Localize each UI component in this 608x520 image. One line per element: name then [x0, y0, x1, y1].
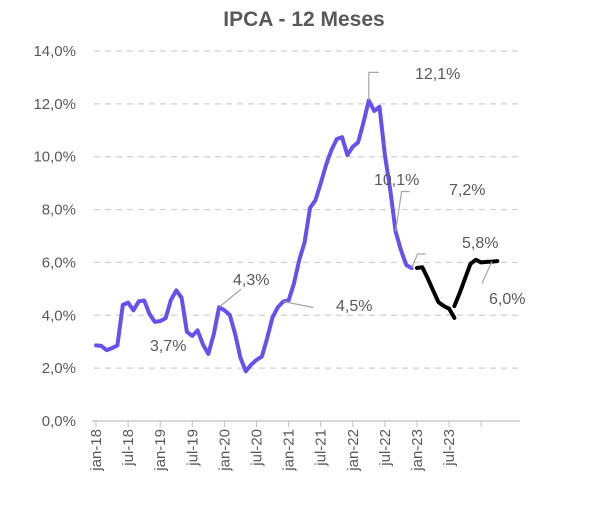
data-label: 4,5% [336, 298, 372, 315]
x-tick-label: jul-20 [249, 429, 266, 467]
x-tick-label: jul-23 [441, 429, 458, 467]
annotation-leader [283, 300, 314, 309]
data-label: 3,7% [150, 338, 186, 355]
ipca-projection-line-a [415, 265, 457, 320]
annotation-leader [481, 261, 493, 284]
x-tick-label: jan-22 [345, 429, 362, 472]
data-label: 4,3% [233, 272, 269, 289]
data-label: 6,0% [489, 291, 525, 308]
y-tick-label: 0,0% [42, 413, 76, 430]
annotation-leader [368, 71, 379, 101]
series-lines [94, 98, 500, 374]
y-tick-label: 14,0% [33, 43, 76, 60]
x-tick-label: jul-22 [377, 429, 394, 467]
annotation-leader [395, 190, 410, 232]
data-label: 12,1% [415, 66, 460, 83]
y-tick-label: 10,0% [33, 149, 76, 166]
y-tick-label: 12,0% [33, 96, 76, 113]
x-tick-label: jan-20 [216, 429, 233, 472]
x-tick-label: jan-19 [152, 429, 169, 472]
x-tick-label: jul-21 [313, 429, 330, 467]
data-label: 7,2% [449, 182, 485, 199]
x-tick-label: jan-23 [409, 429, 426, 472]
ipca-history-line [94, 98, 414, 374]
y-tick-label: 6,0% [42, 254, 76, 271]
y-tick-label: 2,0% [42, 360, 76, 377]
y-axis-ticks: 0,0% 2,0% 4,0% 6,0% 8,0% 10,0% 12,0% 14,0% [33, 43, 76, 430]
chart-title: IPCA - 12 Meses [223, 8, 385, 31]
data-label: 10,1% [374, 172, 419, 189]
gridlines [94, 50, 520, 369]
annotation-leader [411, 253, 426, 269]
annotation-leader [218, 288, 242, 308]
x-tick-label: jul-19 [184, 429, 201, 467]
y-tick-label: 8,0% [42, 202, 76, 219]
x-tick-label: jan-18 [88, 429, 105, 472]
x-axis: jan-18 jul-18 jan-19 jul-19 jan-20 jul-20 jan-… [88, 420, 520, 472]
x-tick-label: jan-21 [281, 429, 298, 472]
annotations: 3,7% 4,3% 4,5% 12,1% 10,1% 7,2% 5,8% 6,0% [150, 66, 525, 355]
y-tick-label: 4,0% [42, 307, 76, 324]
x-tick-label: jul-18 [120, 429, 137, 467]
ipca-projection-line-b [452, 257, 500, 308]
data-label: 5,8% [462, 235, 498, 252]
